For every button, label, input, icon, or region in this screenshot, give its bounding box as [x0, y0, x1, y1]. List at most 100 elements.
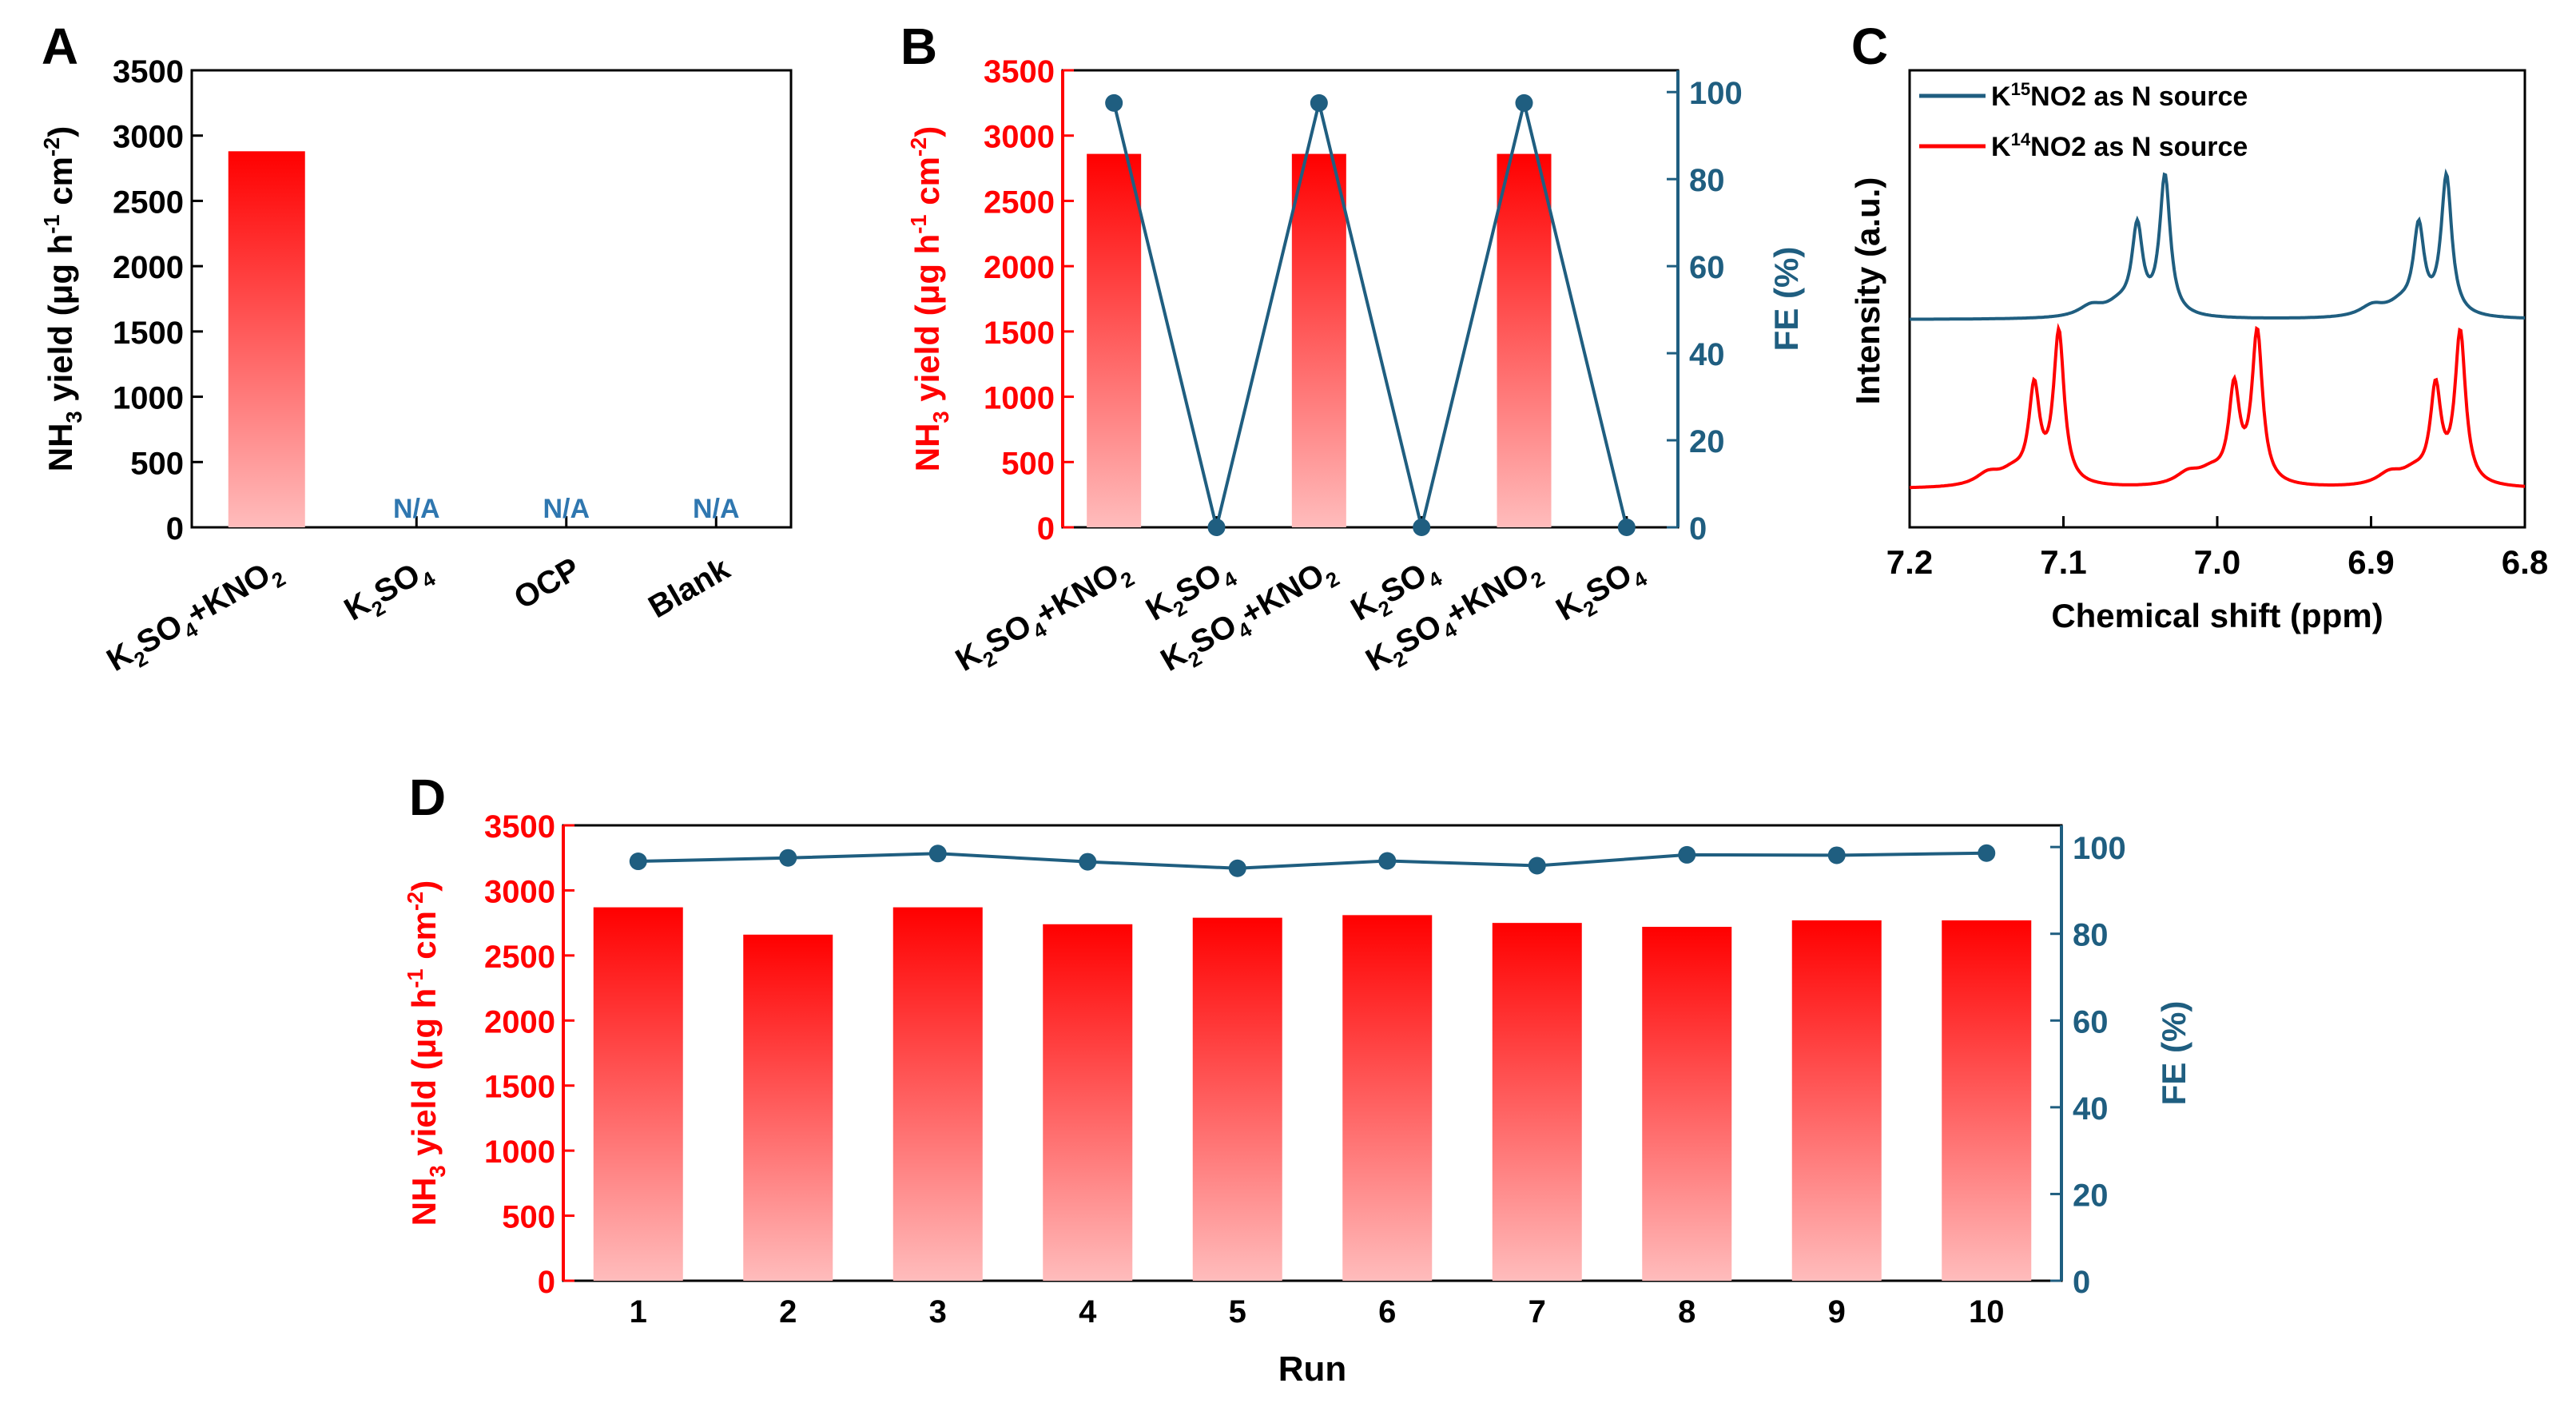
x-tick-label: 9 — [1828, 1294, 1846, 1329]
y-tick-label: 2000 — [484, 1004, 555, 1039]
fe-point — [1515, 93, 1533, 112]
x-tick-label: K2SO4+KNO2 — [1360, 551, 1548, 684]
y-tick-label: 3500 — [484, 809, 555, 845]
y-tick-label: 3000 — [113, 120, 184, 155]
y-axis-title: NH3 yield (μg h-1 cm-2) — [906, 126, 953, 472]
y-tick-label: 500 — [1001, 446, 1055, 481]
y2-tick-label: 20 — [2073, 1178, 2109, 1213]
fe-point — [1413, 519, 1431, 536]
y2-tick-label: 20 — [1689, 424, 1725, 459]
y2-tick-label: 100 — [2073, 831, 2126, 866]
x-tick-label: K2SO4+KNO2 — [950, 551, 1139, 684]
bar — [892, 907, 983, 1281]
y2-axis-title: FE (%) — [1767, 247, 1805, 352]
spectrum-k15 — [1909, 168, 2525, 321]
x-tick-label: 6.8 — [2502, 543, 2548, 581]
y-tick-label: 0 — [1037, 511, 1055, 546]
fe-point — [1827, 846, 1846, 864]
fe-point — [1207, 519, 1226, 536]
y-tick-label: 1000 — [984, 381, 1055, 416]
bar — [1942, 920, 2032, 1281]
na-label: N/A — [693, 494, 740, 524]
y2-tick-label: 60 — [2073, 1004, 2109, 1039]
na-label: N/A — [543, 494, 590, 524]
y-tick-label: 2000 — [984, 250, 1055, 285]
x-axis-title: Run — [1278, 1349, 1347, 1389]
bar — [1192, 917, 1282, 1281]
x-tick-label: 7.0 — [2194, 543, 2240, 581]
panel-label: C — [1851, 18, 1888, 75]
x-tick-label: 7.2 — [1886, 543, 1933, 581]
bar — [743, 934, 833, 1281]
bar — [1497, 153, 1552, 527]
y-tick-label: 2500 — [984, 185, 1055, 220]
fe-point — [1228, 859, 1246, 877]
y2-tick-label: 60 — [1689, 250, 1725, 285]
y2-tick-label: 0 — [2073, 1265, 2090, 1300]
plot-frame — [190, 69, 793, 529]
y-tick-label: 0 — [166, 511, 184, 546]
y2-tick-label: 80 — [2073, 918, 2109, 953]
x-tick-label: K2SO4+KNO2 — [101, 551, 289, 684]
na-label: N/A — [393, 494, 440, 524]
plot-frame — [1061, 69, 1680, 529]
fe-point — [1378, 852, 1397, 870]
x-tick-label: 2 — [779, 1294, 797, 1329]
y-axis-title: NH3 yield (μg h-1 cm-2) — [39, 126, 86, 472]
y-tick-label: 2000 — [113, 250, 184, 285]
y-axis-title: NH3 yield (μg h-1 cm-2) — [403, 880, 450, 1226]
fe-point — [1310, 93, 1328, 112]
panel-label: A — [42, 18, 78, 75]
x-tick-label: 1 — [630, 1294, 647, 1329]
x-tick-label: Blank — [642, 550, 736, 625]
panel-b: B 0 500 1000 1500 2000 2500 3000 3500 0 20 40 60 80 10… — [900, 18, 1805, 684]
x-tick-label: 5 — [1229, 1294, 1246, 1329]
fe-point — [1678, 845, 1696, 864]
x-tick-label: 4 — [1079, 1294, 1097, 1329]
fe-point — [779, 849, 797, 867]
fe-point — [928, 845, 947, 863]
y-tick-label: 1500 — [984, 316, 1055, 351]
y-tick-label: 2500 — [484, 940, 555, 975]
panel-label: B — [900, 18, 937, 75]
y-tick-label: 0 — [538, 1265, 555, 1300]
x-tick-label: K2SO4 — [1550, 550, 1652, 633]
y2-tick-label: 80 — [1689, 163, 1725, 198]
y-tick-label: 1000 — [113, 381, 184, 416]
x-tick-label: 3 — [929, 1294, 947, 1329]
y-tick-label: 1500 — [113, 316, 184, 351]
fe-point — [1079, 853, 1097, 871]
y-tick-label: 3000 — [484, 874, 555, 909]
y2-tick-label: 100 — [1689, 76, 1743, 111]
panel-c: C 7.2 7.1 7.0 6.9 6.8 Chemical shift (ppm) Inte… — [1849, 18, 2548, 634]
fe-line — [638, 851, 1987, 870]
bar — [1492, 923, 1582, 1281]
x-tick-label: 7.1 — [2040, 543, 2086, 581]
fe-point — [1528, 857, 1546, 875]
fe-point — [1978, 844, 1996, 862]
panel-label: D — [409, 769, 446, 826]
x-tick-label: 6.9 — [2347, 543, 2394, 581]
x-tick-label: OCP — [508, 551, 586, 616]
fe-point — [629, 853, 647, 871]
bar — [593, 907, 683, 1281]
fe-point — [1617, 519, 1636, 536]
y-axis-title: Intensity (a.u.) — [1849, 177, 1886, 405]
y2-tick-label: 0 — [1689, 511, 1707, 546]
y-tick-label: 2500 — [113, 185, 184, 220]
legend-label: K14NO2 as N source — [1991, 129, 2248, 162]
x-tick-label: 10 — [1969, 1294, 2005, 1329]
panel-a: A 0 500 1000 1500 2000 2500 3000 3500 K2SO4+KNO2 K… — [39, 18, 793, 684]
y-tick-label: 3500 — [113, 54, 184, 89]
y-tick-label: 500 — [130, 446, 184, 481]
y-tick-label: 1000 — [484, 1135, 555, 1170]
legend-label: K15NO2 as N source — [1991, 79, 2248, 112]
y-tick-label: 3500 — [984, 54, 1055, 89]
y2-axis-title: FE (%) — [2155, 1001, 2192, 1106]
y-tick-label: 1500 — [484, 1070, 555, 1105]
x-tick-label: 8 — [1678, 1294, 1695, 1329]
y-tick-label: 3000 — [984, 120, 1055, 155]
panel-d: D 0 500 1000 1500 2000 2500 3000 3500 0 20 40 60 80 10… — [403, 769, 2192, 1389]
x-tick-label: 6 — [1378, 1294, 1396, 1329]
bar — [1291, 153, 1346, 527]
